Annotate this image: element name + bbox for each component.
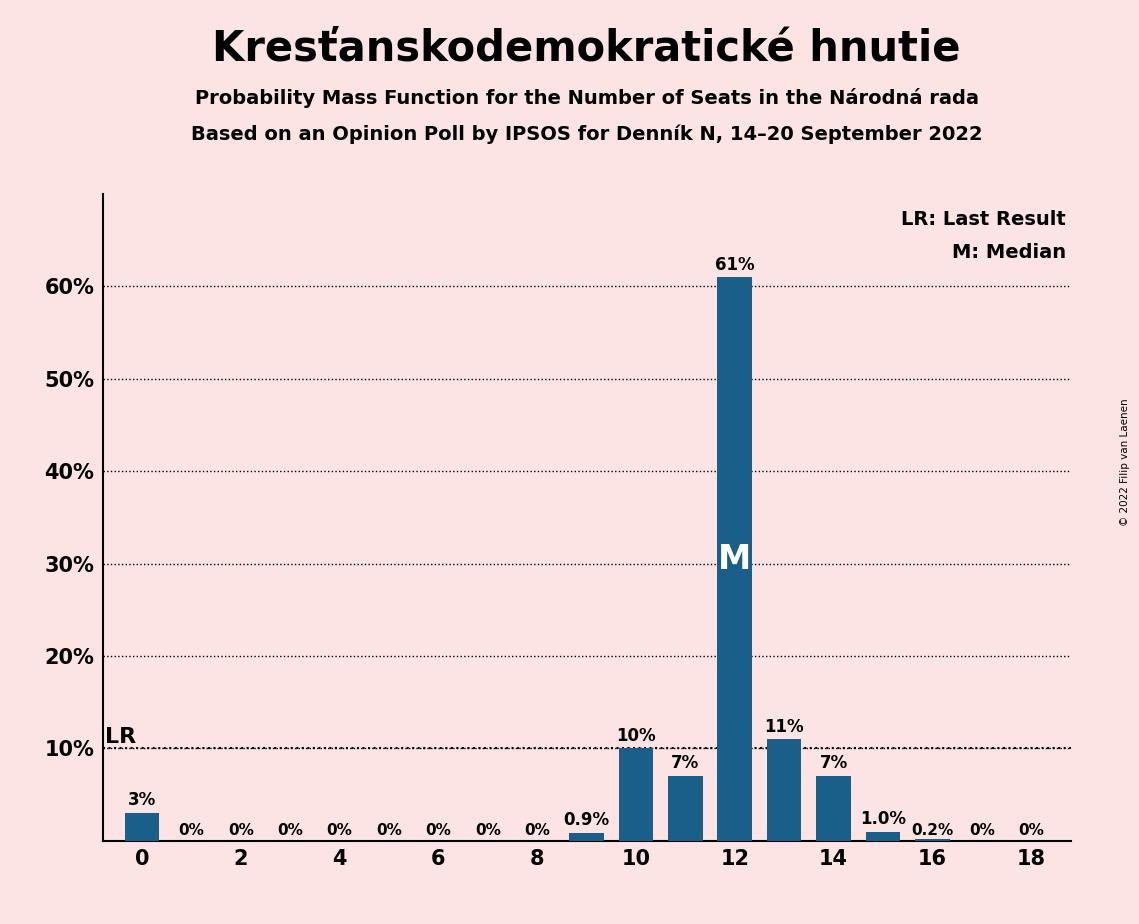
Text: 0%: 0%	[327, 823, 353, 838]
Text: 10%: 10%	[616, 727, 656, 745]
Text: M: M	[719, 542, 752, 576]
Text: 61%: 61%	[715, 256, 754, 274]
Text: M: Median: M: Median	[952, 242, 1066, 261]
Bar	[866, 832, 900, 841]
Text: 0%: 0%	[475, 823, 501, 838]
Text: 0%: 0%	[426, 823, 451, 838]
Text: 0%: 0%	[376, 823, 402, 838]
Text: 0%: 0%	[969, 823, 994, 838]
Text: LR: Last Result: LR: Last Result	[901, 211, 1066, 229]
Text: 0.2%: 0.2%	[911, 823, 953, 838]
Text: 7%: 7%	[819, 755, 847, 772]
Bar	[570, 833, 604, 841]
Text: 0%: 0%	[524, 823, 550, 838]
Text: 0.9%: 0.9%	[564, 811, 609, 829]
Text: 0%: 0%	[179, 823, 204, 838]
Bar	[915, 839, 950, 841]
Text: 0%: 0%	[1018, 823, 1044, 838]
Text: Probability Mass Function for the Number of Seats in the Národná rada: Probability Mass Function for the Number…	[195, 88, 978, 108]
Text: 11%: 11%	[764, 718, 804, 736]
Bar	[669, 776, 703, 841]
Bar	[618, 748, 654, 841]
Text: Based on an Opinion Poll by IPSOS for Denník N, 14–20 September 2022: Based on an Opinion Poll by IPSOS for De…	[190, 125, 983, 144]
Text: 0%: 0%	[228, 823, 254, 838]
Text: © 2022 Filip van Laenen: © 2022 Filip van Laenen	[1121, 398, 1130, 526]
Bar	[718, 277, 752, 841]
Text: 3%: 3%	[128, 792, 156, 809]
Bar	[125, 813, 159, 841]
Text: 7%: 7%	[671, 755, 699, 772]
Bar	[767, 739, 802, 841]
Text: Kresťanskodemokratické hnutie: Kresťanskodemokratické hnutie	[212, 28, 961, 69]
Text: 0%: 0%	[277, 823, 303, 838]
Text: LR: LR	[105, 726, 136, 747]
Text: 1.0%: 1.0%	[860, 810, 906, 828]
Bar	[817, 776, 851, 841]
